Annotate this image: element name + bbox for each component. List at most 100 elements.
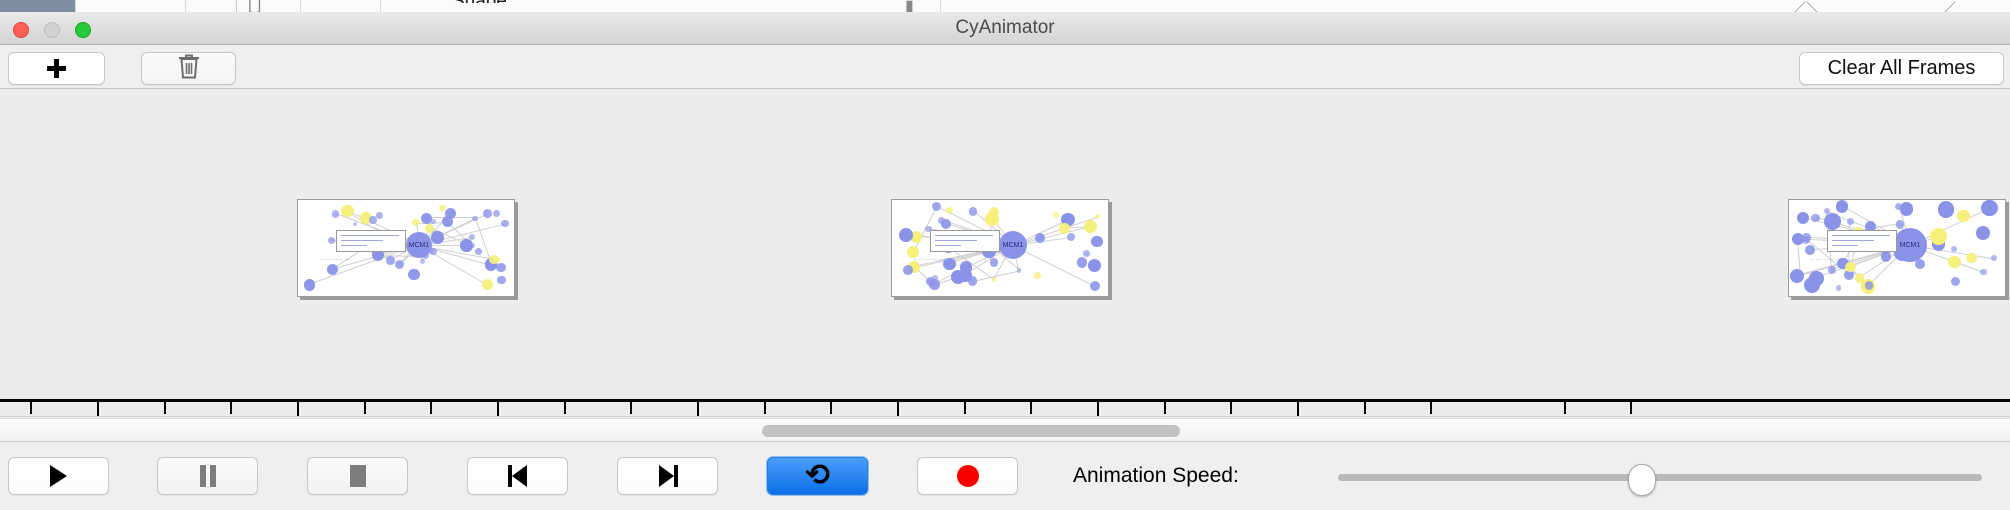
- network-node: [906, 246, 919, 259]
- network-node: [1837, 257, 1849, 270]
- ruler-minor-tick: [830, 402, 833, 414]
- network-node: [1082, 250, 1090, 257]
- network-node: [444, 208, 457, 220]
- background-marker-icon: ▮: [905, 0, 914, 12]
- network-node: [967, 276, 978, 286]
- network-node: [474, 247, 483, 256]
- network-node: [1895, 220, 1905, 229]
- network-node: [1076, 257, 1087, 268]
- play-button[interactable]: [8, 457, 109, 495]
- skip-to-start-button[interactable]: [467, 457, 568, 495]
- skip-forward-icon: [658, 465, 678, 487]
- network-node: [1880, 251, 1892, 262]
- network-hub-label: MCM1: [1002, 241, 1024, 249]
- plus-icon: [47, 59, 66, 78]
- network-node: [1976, 225, 1991, 240]
- network-node: [1061, 212, 1075, 227]
- network-node: [420, 212, 432, 225]
- network-node: [1087, 258, 1102, 273]
- network-node: [1957, 209, 1970, 223]
- background-slash-icon: ／: [1940, 2, 1957, 12]
- network-annotation-line: [341, 235, 399, 236]
- window-title-bar[interactable]: CyAnimator: [0, 12, 2010, 45]
- network-node: [1966, 252, 1977, 264]
- timeline-ruler[interactable]: 2131415161718: [0, 399, 2010, 416]
- ruler-minor-tick: [1363, 402, 1366, 414]
- ruler-major-tick: [697, 402, 699, 416]
- network-node: [1950, 246, 1957, 253]
- timeline-panel[interactable]: MCM1 — —— ——— —— MCM1 — —— ——— —— MCM1 — ——…: [0, 89, 2010, 417]
- network-annotation-box: [336, 230, 406, 252]
- timeline-frame-thumbnail[interactable]: MCM1 — —— ——— ——: [297, 199, 515, 297]
- background-tab: [185, 0, 237, 12]
- network-hub-label: MCM1: [1899, 241, 1921, 249]
- network-node: [932, 275, 938, 281]
- network-node: [951, 269, 965, 284]
- animation-speed-slider[interactable]: [1338, 464, 1982, 496]
- ruler-major-tick: [297, 402, 299, 416]
- timeline-frame-thumbnail[interactable]: MCM1 — —— ——— ——: [1788, 199, 2006, 297]
- delete-frame-button[interactable]: [141, 52, 236, 85]
- ruler-minor-tick: [430, 402, 433, 414]
- slider-track: [1338, 474, 1982, 481]
- network-node: [420, 258, 426, 264]
- ruler-baseline: [0, 399, 2010, 402]
- network-annotation-line: [1832, 245, 1858, 246]
- network-preview: MCM1 — —— ——— ——: [1789, 200, 2005, 296]
- network-node: [1090, 235, 1103, 248]
- network-node: [327, 236, 335, 245]
- network-node: [1802, 233, 1811, 242]
- network-node: [429, 247, 437, 256]
- stop-button[interactable]: [307, 457, 408, 495]
- network-node: [925, 225, 932, 233]
- minimize-button[interactable]: [44, 22, 60, 38]
- network-node: [341, 205, 354, 218]
- network-annotation-line: [935, 240, 977, 241]
- slider-thumb[interactable]: [1628, 464, 1656, 496]
- network-node: [360, 212, 372, 224]
- animation-speed-label: Animation Speed:: [1073, 464, 1239, 487]
- network-node: [959, 261, 972, 274]
- close-button[interactable]: [13, 22, 29, 38]
- scrollbar-thumb[interactable]: [762, 425, 1180, 437]
- network-node: [471, 215, 478, 222]
- record-button[interactable]: [917, 457, 1018, 495]
- network-node: [988, 206, 1000, 217]
- ruler-minor-tick: [1630, 402, 1633, 414]
- timeline-horizontal-scrollbar[interactable]: [0, 418, 2010, 442]
- network-node: [483, 209, 493, 218]
- network-node: [1052, 211, 1060, 218]
- ruler-minor-tick: [230, 402, 233, 414]
- frame-toolbar: Clear All Frames: [0, 45, 2010, 89]
- add-frame-button[interactable]: [8, 52, 105, 85]
- network-node: [946, 207, 954, 215]
- trash-icon: [177, 53, 201, 85]
- ruler-minor-tick: [363, 402, 366, 414]
- network-node: [1835, 284, 1842, 291]
- network-caption: — —— ——— ——: [1811, 257, 1842, 261]
- loop-button[interactable]: ⟳: [767, 457, 868, 495]
- network-hub-node: MCM1: [998, 231, 1027, 260]
- network-preview: MCM1 — —— ——— ——: [298, 200, 514, 296]
- network-node: [941, 218, 952, 230]
- network-node: [1951, 277, 1961, 287]
- timeline-frame-thumbnail[interactable]: MCM1 — —— ——— ——: [891, 199, 1109, 297]
- network-annotation-box: [930, 230, 1000, 252]
- window-title: CyAnimator: [955, 17, 1055, 38]
- network-node: [326, 264, 338, 276]
- pause-button[interactable]: [157, 457, 258, 495]
- clear-all-frames-button[interactable]: Clear All Frames: [1799, 52, 2004, 85]
- network-node: [501, 219, 509, 228]
- network-node: [352, 221, 358, 227]
- network-node: [430, 219, 436, 225]
- network-node: [1854, 273, 1864, 283]
- network-node: [1803, 277, 1821, 294]
- network-node: [1090, 281, 1101, 292]
- maximize-button[interactable]: [75, 22, 91, 38]
- skip-to-end-button[interactable]: [617, 457, 718, 495]
- ruler-major-tick: [497, 402, 499, 416]
- network-node: [1864, 220, 1877, 233]
- network-preview: MCM1 — —— ——— ——: [892, 200, 1108, 296]
- network-node: [1791, 232, 1804, 245]
- record-icon: [956, 465, 979, 487]
